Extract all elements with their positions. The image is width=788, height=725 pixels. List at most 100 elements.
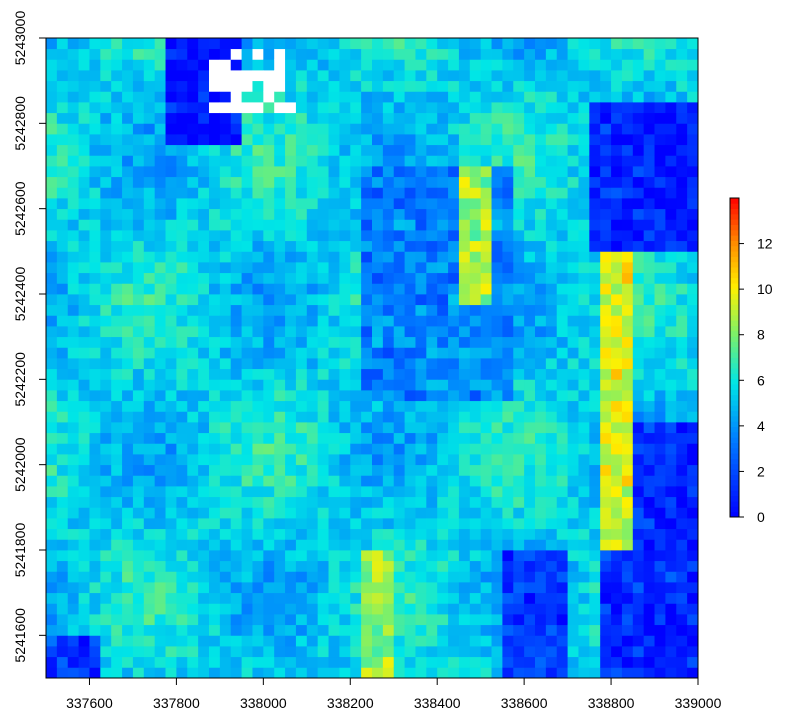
raster-cell (100, 432, 112, 444)
raster-cell (100, 411, 112, 423)
raster-cell (621, 635, 634, 647)
raster-cell (263, 582, 275, 594)
raster-cell (209, 304, 221, 316)
raster-cell (89, 102, 101, 114)
raster-cell (600, 582, 612, 594)
raster-cell (524, 166, 536, 178)
raster-cell (361, 347, 373, 359)
raster-cell (154, 59, 166, 71)
raster-cell (274, 560, 286, 572)
raster-cell (382, 443, 395, 455)
raster-cell (219, 336, 232, 348)
raster-cell (415, 304, 427, 316)
raster-cell (621, 294, 634, 306)
raster-cell (339, 582, 351, 594)
raster-cell (491, 102, 503, 114)
raster-cell (687, 166, 699, 178)
raster-cell (578, 614, 590, 626)
colorbar-step (730, 219, 739, 225)
raster-cell (393, 539, 405, 551)
raster-cell (187, 38, 199, 50)
raster-cell (241, 80, 253, 92)
raster-cell (372, 432, 384, 444)
raster-cell (372, 486, 384, 498)
raster-cell (415, 571, 427, 583)
raster-cell (263, 507, 275, 519)
raster-cell (100, 400, 112, 412)
raster-cell (154, 347, 166, 359)
raster-cell (621, 432, 634, 444)
raster-cell (589, 614, 601, 626)
raster-cell (56, 240, 69, 252)
raster-cell (502, 240, 514, 252)
raster-cell (448, 70, 460, 82)
raster-cell (404, 390, 416, 402)
raster-cell (143, 390, 156, 402)
raster-cell (230, 315, 242, 327)
raster-cell (382, 390, 395, 402)
raster-cell (285, 294, 297, 306)
raster-cell (643, 486, 655, 498)
raster-cell (89, 528, 101, 540)
raster-cell (350, 656, 362, 668)
raster-cell (448, 582, 460, 594)
raster-cell (176, 240, 188, 252)
raster-cell (665, 294, 677, 306)
raster-cell (361, 560, 373, 572)
raster-cell (219, 400, 232, 412)
raster-cell (209, 390, 221, 402)
raster-cell (306, 134, 319, 146)
raster-cell (600, 432, 612, 444)
raster-cell (339, 358, 351, 370)
raster-cell (209, 123, 221, 135)
raster-cell (274, 550, 286, 562)
raster-cell (230, 219, 242, 231)
raster-cell (361, 336, 373, 348)
raster-cell (491, 272, 503, 284)
raster-cell (654, 464, 666, 476)
raster-cell (611, 326, 623, 338)
raster-cell (328, 518, 340, 530)
raster-cell (469, 326, 482, 338)
raster-cell (393, 155, 405, 167)
raster-cell (219, 582, 232, 594)
raster-cell (611, 48, 623, 60)
raster-cell (491, 166, 503, 178)
raster-cell (317, 368, 329, 380)
raster-cell (306, 358, 319, 370)
raster-cell (78, 603, 90, 615)
raster-cell (339, 507, 351, 519)
raster-cell (611, 112, 623, 124)
raster-cell (46, 582, 58, 594)
raster-cell (78, 518, 90, 530)
raster-cell (426, 390, 438, 402)
raster-cell (491, 294, 503, 306)
raster-cell (567, 390, 579, 402)
raster-cell (361, 518, 373, 530)
raster-cell (89, 38, 101, 50)
raster-cell (241, 166, 253, 178)
raster-cell (328, 80, 340, 92)
raster-cell (46, 560, 58, 572)
raster-cell (600, 230, 612, 242)
raster-cell (132, 379, 145, 391)
colorbar-step (730, 325, 739, 332)
raster-cell (122, 379, 134, 391)
raster-cell (578, 475, 590, 487)
raster-cell (143, 379, 156, 391)
raster-cell (535, 262, 547, 274)
raster-cell (285, 603, 297, 615)
raster-cell (122, 400, 134, 412)
raster-cell (600, 507, 612, 519)
raster-cell (67, 507, 79, 519)
raster-cell (665, 358, 677, 370)
raster-cell (480, 635, 492, 647)
raster-cell (448, 390, 460, 402)
raster-cell (426, 518, 438, 530)
raster-cell (339, 219, 351, 231)
raster-cell (437, 646, 449, 658)
raster-cell (285, 464, 297, 476)
raster-cell (567, 262, 579, 274)
raster-cell (263, 219, 275, 231)
raster-cell (382, 528, 395, 540)
